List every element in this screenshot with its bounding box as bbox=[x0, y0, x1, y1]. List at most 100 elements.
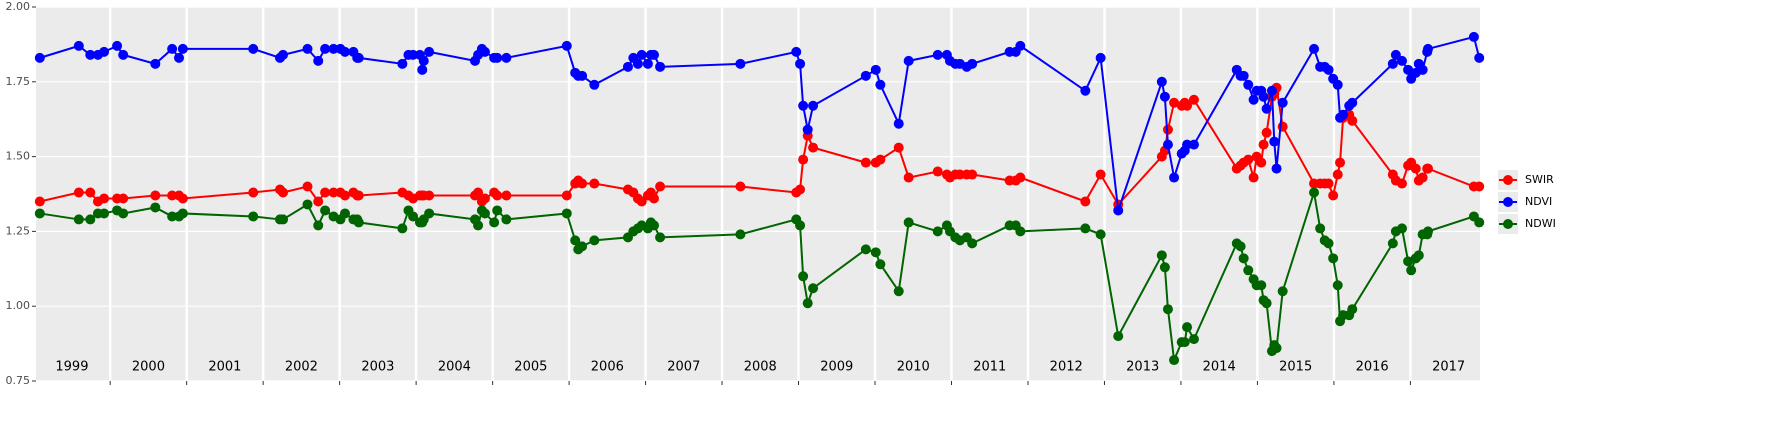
point bbox=[339, 208, 350, 219]
point bbox=[501, 52, 512, 63]
x-tick-label: 1999 bbox=[55, 360, 88, 375]
point bbox=[932, 226, 943, 237]
x-tick-label: 2002 bbox=[285, 360, 318, 375]
legend-label: NDWI bbox=[1525, 217, 1556, 230]
point bbox=[1474, 217, 1485, 228]
point bbox=[893, 142, 904, 153]
y-tick-label: 1.25 bbox=[6, 224, 31, 237]
point bbox=[648, 49, 659, 60]
point bbox=[875, 259, 886, 270]
point bbox=[570, 235, 581, 246]
point bbox=[875, 154, 886, 165]
point bbox=[1243, 265, 1254, 276]
point bbox=[353, 217, 364, 228]
point bbox=[808, 283, 819, 294]
point bbox=[424, 46, 435, 57]
point bbox=[903, 217, 914, 228]
point bbox=[577, 70, 588, 81]
point bbox=[99, 193, 110, 204]
point bbox=[1182, 322, 1193, 333]
point bbox=[1403, 256, 1414, 267]
point bbox=[561, 40, 572, 51]
point bbox=[1266, 85, 1277, 96]
point bbox=[278, 214, 289, 225]
x-tick-label: 2008 bbox=[744, 360, 777, 375]
point bbox=[1248, 172, 1259, 183]
point bbox=[1156, 250, 1167, 261]
x-tick-label: 2000 bbox=[132, 360, 165, 375]
point bbox=[34, 196, 45, 207]
point bbox=[1095, 169, 1106, 180]
point bbox=[860, 244, 871, 255]
y-tick-label: 1.75 bbox=[6, 75, 31, 88]
point bbox=[313, 55, 324, 66]
point bbox=[795, 58, 806, 69]
point bbox=[860, 70, 871, 81]
legend-marker bbox=[1503, 175, 1513, 185]
point bbox=[903, 172, 914, 183]
point bbox=[1396, 178, 1407, 189]
point bbox=[1235, 241, 1246, 252]
point bbox=[424, 208, 435, 219]
point bbox=[1261, 127, 1272, 138]
point bbox=[473, 220, 484, 231]
point bbox=[1271, 343, 1282, 354]
point bbox=[1182, 100, 1193, 111]
point bbox=[1261, 103, 1272, 114]
point bbox=[339, 190, 350, 201]
point bbox=[34, 52, 45, 63]
point bbox=[802, 124, 813, 135]
point bbox=[1468, 31, 1479, 42]
point bbox=[735, 181, 746, 192]
point bbox=[1080, 223, 1091, 234]
point bbox=[34, 208, 45, 219]
point bbox=[248, 187, 259, 198]
point bbox=[73, 40, 84, 51]
point bbox=[479, 46, 490, 57]
point bbox=[561, 190, 572, 201]
point bbox=[1169, 97, 1180, 108]
point bbox=[150, 190, 161, 201]
point bbox=[655, 181, 666, 192]
point bbox=[967, 238, 978, 249]
point bbox=[167, 211, 178, 222]
point bbox=[893, 286, 904, 297]
point bbox=[501, 214, 512, 225]
point bbox=[150, 202, 161, 213]
x-tick-label: 2013 bbox=[1126, 360, 1159, 375]
point bbox=[1474, 52, 1485, 63]
point bbox=[408, 211, 419, 222]
point bbox=[967, 169, 978, 180]
point bbox=[1338, 109, 1349, 120]
point bbox=[1417, 172, 1428, 183]
point bbox=[320, 187, 331, 198]
legend-label: SWIR bbox=[1525, 173, 1554, 186]
point bbox=[735, 229, 746, 240]
point bbox=[1347, 115, 1358, 126]
point bbox=[1256, 280, 1267, 291]
x-tick-label: 2014 bbox=[1203, 360, 1236, 375]
point bbox=[1406, 265, 1417, 276]
point bbox=[1188, 139, 1199, 150]
point bbox=[1113, 205, 1124, 216]
point bbox=[1323, 238, 1334, 249]
x-tick-label: 2004 bbox=[438, 360, 471, 375]
point bbox=[320, 43, 331, 54]
point bbox=[1243, 154, 1254, 165]
point bbox=[278, 49, 289, 60]
point bbox=[1323, 64, 1334, 75]
point bbox=[353, 190, 364, 201]
point bbox=[655, 232, 666, 243]
point bbox=[798, 154, 809, 165]
point bbox=[577, 178, 588, 189]
point bbox=[1323, 178, 1334, 189]
point bbox=[1182, 139, 1193, 150]
point bbox=[1277, 286, 1288, 297]
point bbox=[1332, 169, 1343, 180]
point bbox=[302, 181, 313, 192]
point bbox=[798, 271, 809, 282]
point bbox=[492, 52, 503, 63]
y-tick-label: 0.75 bbox=[6, 374, 31, 387]
point bbox=[501, 190, 512, 201]
